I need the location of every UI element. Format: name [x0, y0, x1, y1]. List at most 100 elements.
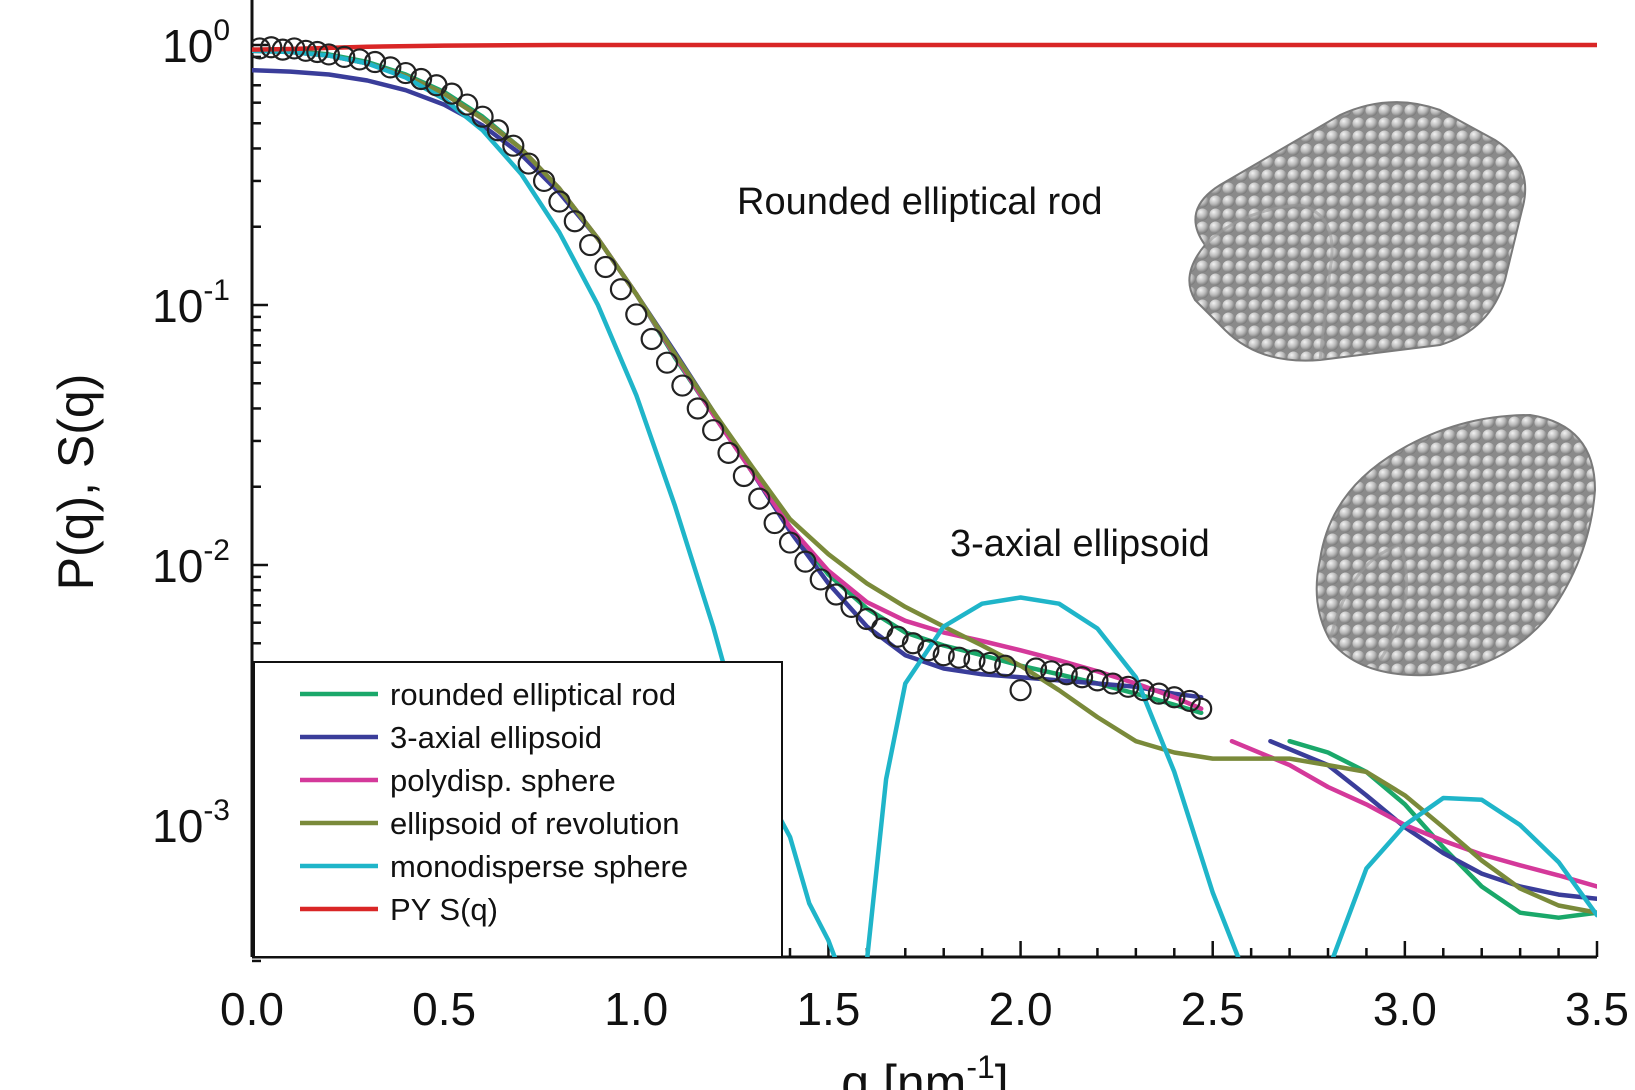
data-point — [471, 105, 494, 128]
data-point — [932, 644, 955, 667]
y-tick-label: 100 — [162, 14, 230, 72]
data-point — [763, 511, 786, 535]
data-point — [840, 595, 863, 618]
x-axis-label-close: ] — [995, 1055, 1009, 1090]
data-point — [563, 210, 586, 233]
x-tick-label: 3.5 — [1565, 983, 1629, 1035]
legend-entry-label: ellipsoid of revolution — [390, 806, 680, 841]
legend: rounded elliptical rod 3-axial ellipsoid p… — [253, 661, 783, 958]
y-tick-exponent: -2 — [203, 534, 230, 567]
data-point — [1178, 689, 1201, 713]
data-point — [532, 169, 556, 193]
series-line-py-s-q- — [252, 42, 1597, 52]
data-point — [486, 119, 510, 142]
data-point — [963, 649, 986, 672]
data-point — [456, 93, 479, 116]
data-point — [548, 190, 571, 213]
x-tick-label: 3.0 — [1373, 983, 1437, 1035]
y-tick-exponent: -1 — [203, 274, 230, 307]
data-point — [947, 646, 971, 669]
legend-entry-label: rounded elliptical rod — [390, 677, 676, 712]
x-axis-label-exp: -1 — [966, 1049, 994, 1085]
data-point — [748, 487, 771, 510]
data-point — [994, 654, 1017, 677]
data-point — [625, 303, 648, 326]
data-point — [1147, 682, 1171, 705]
y-tick-exponent: -3 — [203, 794, 230, 827]
data-point — [671, 374, 694, 397]
data-point — [294, 39, 317, 62]
annotation-rounded-elliptical-rod: Rounded elliptical rod — [737, 181, 1102, 223]
legend-entry-label: polydisp. sphere — [390, 763, 616, 798]
rounded-elliptical-rod-model-image — [1188, 101, 1527, 362]
data-point — [717, 441, 740, 464]
x-tick-label: 2.5 — [1181, 983, 1245, 1035]
legend-entry-label: 3-axial ellipsoid — [390, 720, 602, 755]
data-point — [363, 50, 387, 74]
data-point — [348, 48, 371, 71]
x-tick-label: 1.0 — [604, 983, 668, 1035]
series-line-monodisperse-sphere — [252, 48, 1597, 957]
data-point — [1163, 686, 1186, 709]
x-tick-label: 0.0 — [220, 983, 284, 1035]
data-point — [1024, 657, 1048, 680]
data-point — [317, 43, 340, 66]
y-tick-exponent: 0 — [213, 14, 230, 47]
data-point — [917, 639, 940, 662]
data-point — [732, 464, 755, 488]
data-point — [1070, 666, 1094, 689]
legend-entry-label: monodisperse sphere — [390, 849, 688, 884]
data-point — [252, 37, 271, 60]
y-tick-label: 10-3 — [152, 794, 230, 852]
series-layer — [252, 36, 1597, 957]
3-axial-ellipsoid-model-image — [1315, 413, 1597, 677]
y-tick-base: 10 — [162, 20, 213, 72]
data-point — [825, 583, 848, 606]
data-point — [655, 351, 679, 374]
data-point — [594, 255, 617, 279]
y-tick-base: 10 — [152, 540, 203, 592]
y-axis-label: P(q), S(q) — [48, 374, 104, 591]
data-point — [640, 327, 663, 351]
data-point — [283, 37, 306, 60]
data-point — [1009, 679, 1032, 702]
data-point — [409, 67, 433, 91]
data-point — [502, 134, 525, 157]
data-point — [702, 419, 725, 442]
data-point — [1117, 675, 1140, 698]
x-tick-label: 0.5 — [412, 983, 476, 1035]
legend-entry-label: PY S(q) — [390, 892, 498, 927]
data-point — [809, 568, 832, 591]
data-point — [1040, 660, 1063, 683]
data-point — [517, 152, 540, 175]
data-point — [901, 632, 925, 655]
data-point — [379, 56, 402, 79]
data-point — [886, 625, 909, 648]
data-point — [778, 531, 802, 554]
data-point — [579, 233, 602, 257]
y-tick-base: 10 — [152, 280, 203, 332]
x-tick-label: 2.0 — [989, 983, 1053, 1035]
data-point — [1190, 697, 1213, 720]
data-point — [609, 278, 633, 301]
data-point — [271, 38, 294, 61]
data-point — [440, 82, 463, 105]
data-point — [260, 36, 283, 59]
x-axis-label: q [nm-1] — [841, 1049, 1008, 1090]
series-line-ellipsoid-of-revolution — [252, 48, 1597, 915]
x-tick-labels: 0.0 0.5 1.0 1.5 2.0 2.5 3.0 3.5 — [220, 983, 1629, 1035]
data-point — [306, 40, 329, 64]
annotation-3-axial-ellipsoid: 3-axial ellipsoid — [950, 523, 1210, 565]
y-tick-base: 10 — [152, 800, 203, 852]
data-point — [1055, 663, 1078, 686]
data-point — [978, 651, 1001, 675]
y-tick-label: 10-1 — [152, 274, 230, 332]
data-point — [794, 550, 817, 573]
data-point — [1086, 669, 1109, 692]
data-point — [394, 61, 417, 85]
x-tick-label: 1.5 — [796, 983, 860, 1035]
x-axis-label-main: q [nm — [841, 1055, 966, 1090]
scatter-series — [252, 36, 1213, 720]
